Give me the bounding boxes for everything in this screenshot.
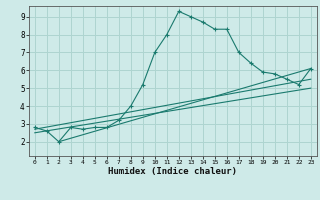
X-axis label: Humidex (Indice chaleur): Humidex (Indice chaleur) <box>108 167 237 176</box>
